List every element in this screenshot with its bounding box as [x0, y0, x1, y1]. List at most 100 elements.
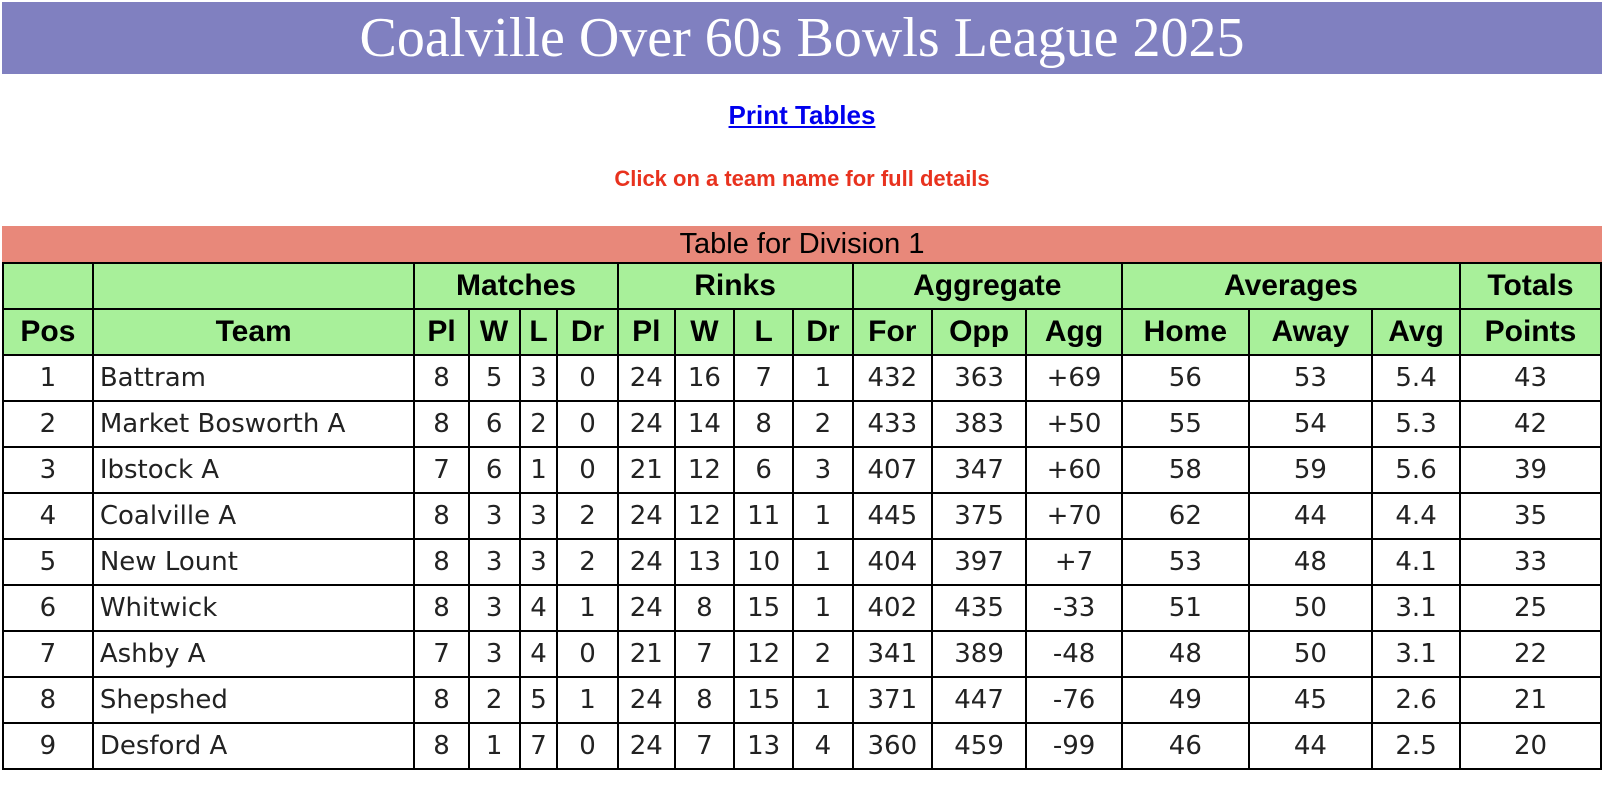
- column-header-team: Team: [91, 308, 416, 356]
- matches-lost-cell: 7: [518, 722, 559, 770]
- agg-diff-cell: -48: [1025, 630, 1124, 678]
- team-name-link[interactable]: New Lount: [99, 547, 238, 577]
- rinks-played-cell: 24: [616, 584, 676, 632]
- rinks-played-cell: 24: [616, 676, 676, 724]
- avg-cell: 5.6: [1371, 446, 1461, 494]
- team-cell: Whitwick: [91, 584, 416, 632]
- agg-for-cell: 432: [851, 354, 934, 402]
- matches-drawn-cell: 0: [556, 630, 619, 678]
- pos-cell: 1: [2, 354, 94, 402]
- rinks-lost-cell: 13: [733, 722, 795, 770]
- team-name-link[interactable]: Ibstock A: [99, 455, 220, 485]
- agg-opp-cell: 459: [931, 722, 1028, 770]
- agg-for-cell: 402: [851, 584, 934, 632]
- rinks-drawn-cell: 1: [792, 584, 854, 632]
- rinks-drawn-cell: 4: [792, 722, 854, 770]
- avg-cell: 4.4: [1371, 492, 1461, 540]
- matches-drawn-cell: 0: [556, 400, 619, 448]
- avg-away-cell: 44: [1247, 492, 1374, 540]
- team-cell: Ibstock A: [91, 446, 416, 494]
- team-name-link[interactable]: Shepshed: [99, 685, 228, 715]
- rinks-lost-cell: 7: [733, 354, 795, 402]
- page-banner: Coalville Over 60s Bowls League 2025: [2, 2, 1602, 74]
- matches-played-cell: 8: [413, 676, 470, 724]
- table-body: 1 Battram 8 5 3 0 24 16 7 1 432 363 +69 56 53 5.4 43 2 Mar…: [2, 354, 1603, 770]
- rinks-drawn-cell: 1: [792, 354, 854, 402]
- matches-drawn-cell: 2: [556, 492, 619, 540]
- column-header-rinks-won: W: [673, 308, 736, 356]
- rinks-drawn-cell: 2: [792, 630, 854, 678]
- total-points-cell: 43: [1458, 354, 1603, 402]
- team-name-link[interactable]: Desford A: [99, 731, 228, 761]
- pos-cell: 3: [2, 446, 94, 494]
- avg-away-cell: 50: [1247, 630, 1374, 678]
- group-header-team: [91, 262, 416, 310]
- matches-played-cell: 7: [413, 446, 470, 494]
- pos-cell: 5: [2, 538, 94, 586]
- matches-drawn-cell: 1: [556, 584, 619, 632]
- team-details-hint: Click on a team name for full details: [614, 166, 990, 191]
- matches-won-cell: 6: [467, 400, 521, 448]
- total-points-cell: 35: [1458, 492, 1603, 540]
- rinks-lost-cell: 10: [733, 538, 795, 586]
- table-row: 2 Market Bosworth A 8 6 2 0 24 14 8 2 433 383 +50 55 5…: [2, 400, 1603, 448]
- rinks-played-cell: 24: [616, 538, 676, 586]
- team-name-link[interactable]: Ashby A: [99, 639, 206, 669]
- agg-opp-cell: 397: [931, 538, 1028, 586]
- total-points-cell: 21: [1458, 676, 1603, 724]
- avg-cell: 3.1: [1371, 584, 1461, 632]
- total-points-cell: 42: [1458, 400, 1603, 448]
- rinks-lost-cell: 8: [733, 400, 795, 448]
- column-header-agg-for: For: [851, 308, 934, 356]
- rinks-drawn-cell: 1: [792, 492, 854, 540]
- agg-for-cell: 341: [851, 630, 934, 678]
- rinks-played-cell: 24: [616, 492, 676, 540]
- table-row: 8 Shepshed 8 2 5 1 24 8 15 1 371 447 -76 49 45 2.6 21: [2, 676, 1603, 724]
- rinks-lost-cell: 6: [733, 446, 795, 494]
- avg-cell: 4.1: [1371, 538, 1461, 586]
- rinks-won-cell: 12: [673, 492, 736, 540]
- column-header-matches-played: Pl: [413, 308, 470, 356]
- rinks-drawn-cell: 3: [792, 446, 854, 494]
- matches-won-cell: 1: [467, 722, 521, 770]
- column-header-rinks-played: Pl: [616, 308, 676, 356]
- matches-won-cell: 3: [467, 492, 521, 540]
- agg-opp-cell: 447: [931, 676, 1028, 724]
- column-header-pos: Pos: [2, 308, 94, 356]
- group-header-rinks: Rinks: [616, 262, 854, 310]
- team-name-link[interactable]: Market Bosworth A: [99, 409, 346, 439]
- team-name-link[interactable]: Battram: [99, 363, 206, 393]
- column-header-matches-drawn: Dr: [556, 308, 619, 356]
- matches-won-cell: 3: [467, 630, 521, 678]
- team-name-link[interactable]: Whitwick: [99, 593, 218, 623]
- total-points-cell: 39: [1458, 446, 1603, 494]
- agg-opp-cell: 389: [931, 630, 1028, 678]
- rinks-played-cell: 21: [616, 630, 676, 678]
- agg-diff-cell: +50: [1025, 400, 1124, 448]
- pos-cell: 2: [2, 400, 94, 448]
- avg-away-cell: 45: [1247, 676, 1374, 724]
- matches-played-cell: 8: [413, 722, 470, 770]
- matches-won-cell: 3: [467, 584, 521, 632]
- table-row: 3 Ibstock A 7 6 1 0 21 12 6 3 407 347 +60 58 59 5.6 39: [2, 446, 1603, 494]
- rinks-lost-cell: 11: [733, 492, 795, 540]
- agg-opp-cell: 375: [931, 492, 1028, 540]
- group-header-matches: Matches: [413, 262, 619, 310]
- rinks-won-cell: 13: [673, 538, 736, 586]
- agg-diff-cell: +7: [1025, 538, 1124, 586]
- agg-opp-cell: 383: [931, 400, 1028, 448]
- avg-cell: 3.1: [1371, 630, 1461, 678]
- column-header-row: Pos Team Pl W L Dr Pl W L Dr For Opp Agg Home Away Avg P…: [2, 308, 1603, 356]
- division-title: Table for Division 1: [2, 226, 1602, 262]
- team-cell: Coalville A: [91, 492, 416, 540]
- rinks-won-cell: 7: [673, 722, 736, 770]
- team-name-link[interactable]: Coalville A: [99, 501, 237, 531]
- rinks-lost-cell: 12: [733, 630, 795, 678]
- column-header-total-points: Points: [1458, 308, 1603, 356]
- matches-lost-cell: 3: [518, 492, 559, 540]
- matches-played-cell: 8: [413, 584, 470, 632]
- matches-lost-cell: 5: [518, 676, 559, 724]
- agg-for-cell: 407: [851, 446, 934, 494]
- rinks-won-cell: 8: [673, 584, 736, 632]
- print-tables-link[interactable]: Print Tables: [728, 100, 876, 130]
